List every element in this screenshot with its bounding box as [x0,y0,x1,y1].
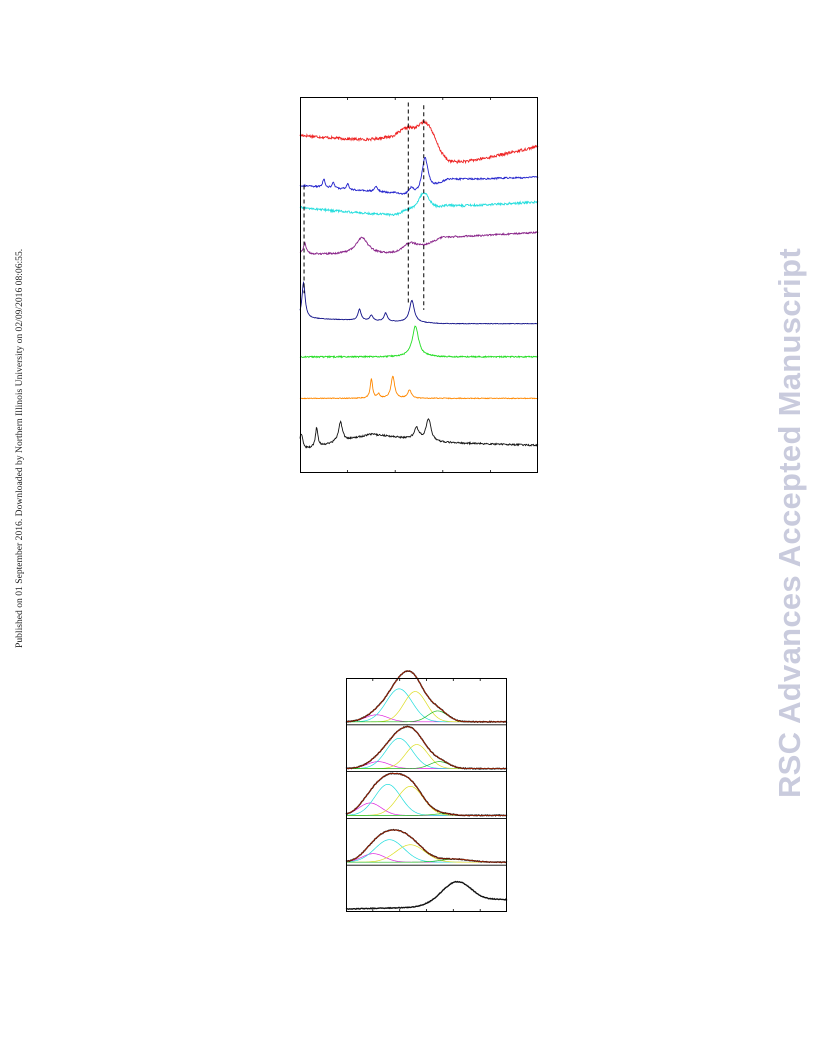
manuscript-watermark: RSC Advances Accepted Manuscript [772,248,807,798]
component-peak-2-3 [346,744,507,769]
deconvolution-figure [345,670,508,912]
spectrum-trace-8 [299,418,539,449]
measured-curve-4 [345,828,508,864]
fitted-envelope-2 [345,726,507,769]
deconvolution-plot-frame [346,678,507,912]
spectrum-trace-7 [299,375,539,400]
stacked-spectra-figure [299,97,539,473]
spectrum-trace-6 [299,325,539,359]
component-peak-4-3 [346,844,507,863]
spectrum-trace-5 [299,280,539,325]
fitted-envelope-4 [345,829,507,863]
fitted-envelope-3 [345,773,507,816]
measured-curve-2 [345,725,508,770]
measured-curve-3 [345,772,508,817]
component-peak-2-2 [346,737,507,769]
spectra-plot-frame [300,97,538,473]
component-peak-3-2 [345,784,507,816]
component-peak-3-1 [345,802,507,816]
spectrum-trace-2 [299,157,539,195]
measured-curve-5 [345,880,508,910]
spectrum-trace-3 [299,192,539,218]
spectrum-trace-4 [299,230,539,256]
fitted-envelope-1 [345,670,507,723]
download-notice: Published on 01 September 2016. Download… [14,248,25,648]
spectrum-trace-1 [299,119,539,165]
component-peak-1-3 [346,691,507,723]
